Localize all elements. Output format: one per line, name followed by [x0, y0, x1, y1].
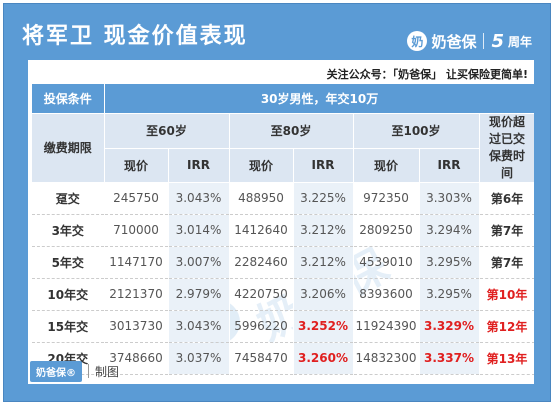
- sub-header-row: 现价 IRR 现价 IRR 现价 IRR: [32, 148, 534, 183]
- cash-80-cell: 4220750: [229, 278, 294, 311]
- follow-notice: 关注公众号：「奶爸保」 让买保险更简单!: [326, 68, 528, 81]
- frame-background: 将军卫 现金价值表现 奶 奶爸保 5 周年 关注公众号：「奶爸保」 让买保险更简…: [3, 3, 551, 402]
- cash-100-cell: 4539010: [353, 246, 420, 279]
- exceed-year-cell: 第6年: [479, 182, 534, 215]
- irr-80-cell: 3.252%: [293, 310, 354, 343]
- period-cell: 3年交: [32, 214, 105, 247]
- cash-100-cell: 972350: [353, 182, 420, 215]
- age-100-header: 至100岁: [353, 113, 480, 150]
- cash-100-cell: 2809250: [353, 214, 420, 247]
- table-row: 20年交 3748660 3.037% 7458470 3.260% 14832…: [32, 342, 534, 375]
- irr-80-cell: 3.225%: [293, 182, 354, 215]
- period-cell: 5年交: [32, 246, 105, 279]
- cash-100-cell: 8393600: [353, 278, 420, 311]
- table-card: 关注公众号：「奶爸保」 让买保险更简单! 奶爸保 投保条件 30岁男性，年交10…: [28, 60, 534, 384]
- period-cell: 15年交: [32, 310, 105, 343]
- condition-label: 投保条件: [32, 84, 105, 114]
- irr-header-60: IRR: [168, 148, 230, 183]
- brand-name: 奶爸保: [431, 32, 477, 51]
- irr-100-cell: 3.303%: [419, 182, 480, 215]
- irr-60-cell: 3.043%: [168, 310, 230, 343]
- irr-60-cell: 2.979%: [168, 278, 230, 311]
- irr-header-100: IRR: [419, 148, 480, 183]
- exceed-year-cell: 第7年: [479, 246, 534, 279]
- table-row: 15年交 3013730 3.043% 5996220 3.252% 11924…: [32, 310, 534, 343]
- page-title: 将军卫 现金价值表现: [22, 24, 248, 49]
- exceed-header: 现价超过已交保费时间: [479, 113, 534, 183]
- irr-100-cell: 3.337%: [419, 342, 480, 375]
- footer-text: 制图: [95, 364, 120, 379]
- irr-60-cell: 3.007%: [168, 246, 230, 279]
- table-row: 3年交 710000 3.014% 1412640 3.212% 2809250…: [32, 214, 534, 247]
- exceed-year-cell: 第12年: [479, 310, 534, 343]
- table-row: 10年交 2121370 2.979% 4220750 3.206% 83936…: [32, 278, 534, 311]
- cash-80-cell: 488950: [229, 182, 294, 215]
- brand-logo-area: 奶 奶爸保 5 周年: [407, 28, 532, 54]
- irr-80-cell: 3.206%: [293, 278, 354, 311]
- irr-header-80: IRR: [293, 148, 354, 183]
- cash-60-cell: 3013730: [104, 310, 169, 343]
- cash-100-cell: 11924390: [353, 310, 420, 343]
- irr-80-cell: 3.260%: [293, 342, 354, 375]
- brand-divider: [483, 33, 485, 49]
- footer-logo: 奶爸保®: [30, 360, 82, 382]
- irr-80-cell: 3.212%: [293, 246, 354, 279]
- exceed-year-cell: 第10年: [479, 278, 534, 311]
- table-row: 趸交 245750 3.043% 488950 3.225% 972350 3.…: [32, 182, 534, 215]
- brand-icon: 奶: [407, 31, 428, 51]
- irr-100-cell: 3.294%: [419, 214, 480, 247]
- irr-60-cell: 3.043%: [168, 182, 230, 215]
- cash-80-cell: 7458470: [229, 342, 294, 375]
- cash-80-cell: 2282460: [229, 246, 294, 279]
- cash-value-table: 投保条件 30岁男性，年交10万 缴费期限 至60岁 至80岁 至100岁 现价…: [32, 84, 534, 375]
- period-cell: 趸交: [32, 182, 105, 215]
- table-row: 5年交 1147170 3.007% 2282460 3.212% 453901…: [32, 246, 534, 279]
- irr-100-cell: 3.329%: [419, 310, 480, 343]
- cash-80-cell: 5996220: [229, 310, 294, 343]
- irr-100-cell: 3.295%: [419, 278, 480, 311]
- exceed-year-cell: 第7年: [479, 214, 534, 247]
- cash-60-cell: 1147170: [104, 246, 169, 279]
- age-80-header: 至80岁: [229, 113, 354, 150]
- period-header: 缴费期限: [32, 113, 105, 183]
- cash-60-cell: 2121370: [104, 278, 169, 311]
- condition-row: 投保条件 30岁男性，年交10万: [32, 84, 534, 114]
- cash-60-cell: 3748660: [104, 342, 169, 375]
- condition-value: 30岁男性，年交10万: [104, 84, 534, 114]
- footer-divider: [88, 364, 89, 378]
- anniversary-text: 周年: [507, 34, 532, 49]
- irr-60-cell: 3.037%: [168, 342, 230, 375]
- cash-60-cell: 245750: [104, 182, 169, 215]
- cash-100-cell: 14832300: [353, 342, 420, 375]
- cash-60-cell: 710000: [104, 214, 169, 247]
- cash-header-100: 现价: [353, 148, 420, 183]
- cash-80-cell: 1412640: [229, 214, 294, 247]
- cash-header-60: 现价: [104, 148, 169, 183]
- anniversary-number: 5: [491, 30, 504, 52]
- age-60-header: 至60岁: [104, 113, 230, 150]
- period-cell: 10年交: [32, 278, 105, 311]
- irr-60-cell: 3.014%: [168, 214, 230, 247]
- age-header-row: 缴费期限 至60岁 至80岁 至100岁 现价超过已交保费时间: [32, 113, 534, 183]
- irr-100-cell: 3.295%: [419, 246, 480, 279]
- exceed-year-cell: 第13年: [479, 342, 534, 375]
- cash-header-80: 现价: [229, 148, 294, 183]
- footer-credit: 奶爸保® 制图: [30, 360, 119, 382]
- irr-80-cell: 3.212%: [293, 214, 354, 247]
